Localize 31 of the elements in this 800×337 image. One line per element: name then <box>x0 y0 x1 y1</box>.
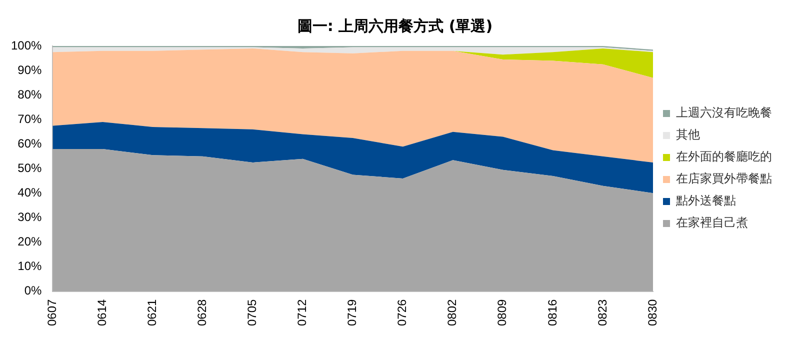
chart-title: 圖一: 上周六用餐方式 (單選) <box>297 16 493 35</box>
y-tick-label: 30% <box>18 210 42 224</box>
y-tick-label: 90% <box>18 62 42 77</box>
y-tick-label: 100% <box>10 38 42 52</box>
x-tick-label: 0809 <box>495 298 510 326</box>
y-tick-label: 20% <box>18 234 42 249</box>
x-tick-label: 0712 <box>295 298 310 326</box>
legend-label: 其他 <box>676 128 700 142</box>
x-tick-label: 0830 <box>645 298 660 326</box>
x-tick-label: 0628 <box>195 298 210 326</box>
x-tick-label: 0719 <box>345 298 360 326</box>
y-tick-label: 0% <box>24 284 42 298</box>
x-tick-label: 0607 <box>45 298 60 326</box>
legend-label: 在店家買外帶餐點 <box>676 172 772 186</box>
y-tick-label: 10% <box>18 259 42 274</box>
y-tick-label: 40% <box>18 185 42 200</box>
legend-label: 在家裡自己煮 <box>676 216 748 230</box>
x-tick-label: 0726 <box>395 298 410 326</box>
y-tick-label: 80% <box>18 87 42 102</box>
x-tick-label: 0802 <box>445 298 460 326</box>
legend-label: 點外送餐點 <box>675 194 736 208</box>
x-tick-label: 0816 <box>545 298 560 326</box>
legend-label: 在外面的餐廳吃的 <box>676 150 772 164</box>
legend-label: 上週六沒有吃晚餐 <box>676 106 772 120</box>
x-tick-label: 0621 <box>145 298 160 326</box>
y-tick-label: 50% <box>18 160 42 175</box>
y-tick-label: 70% <box>18 112 42 126</box>
x-tick-label: 0614 <box>95 298 110 326</box>
y-tick-label: 60% <box>18 136 42 150</box>
x-tick-label: 0705 <box>245 298 260 326</box>
x-tick-label: 0823 <box>595 298 610 326</box>
